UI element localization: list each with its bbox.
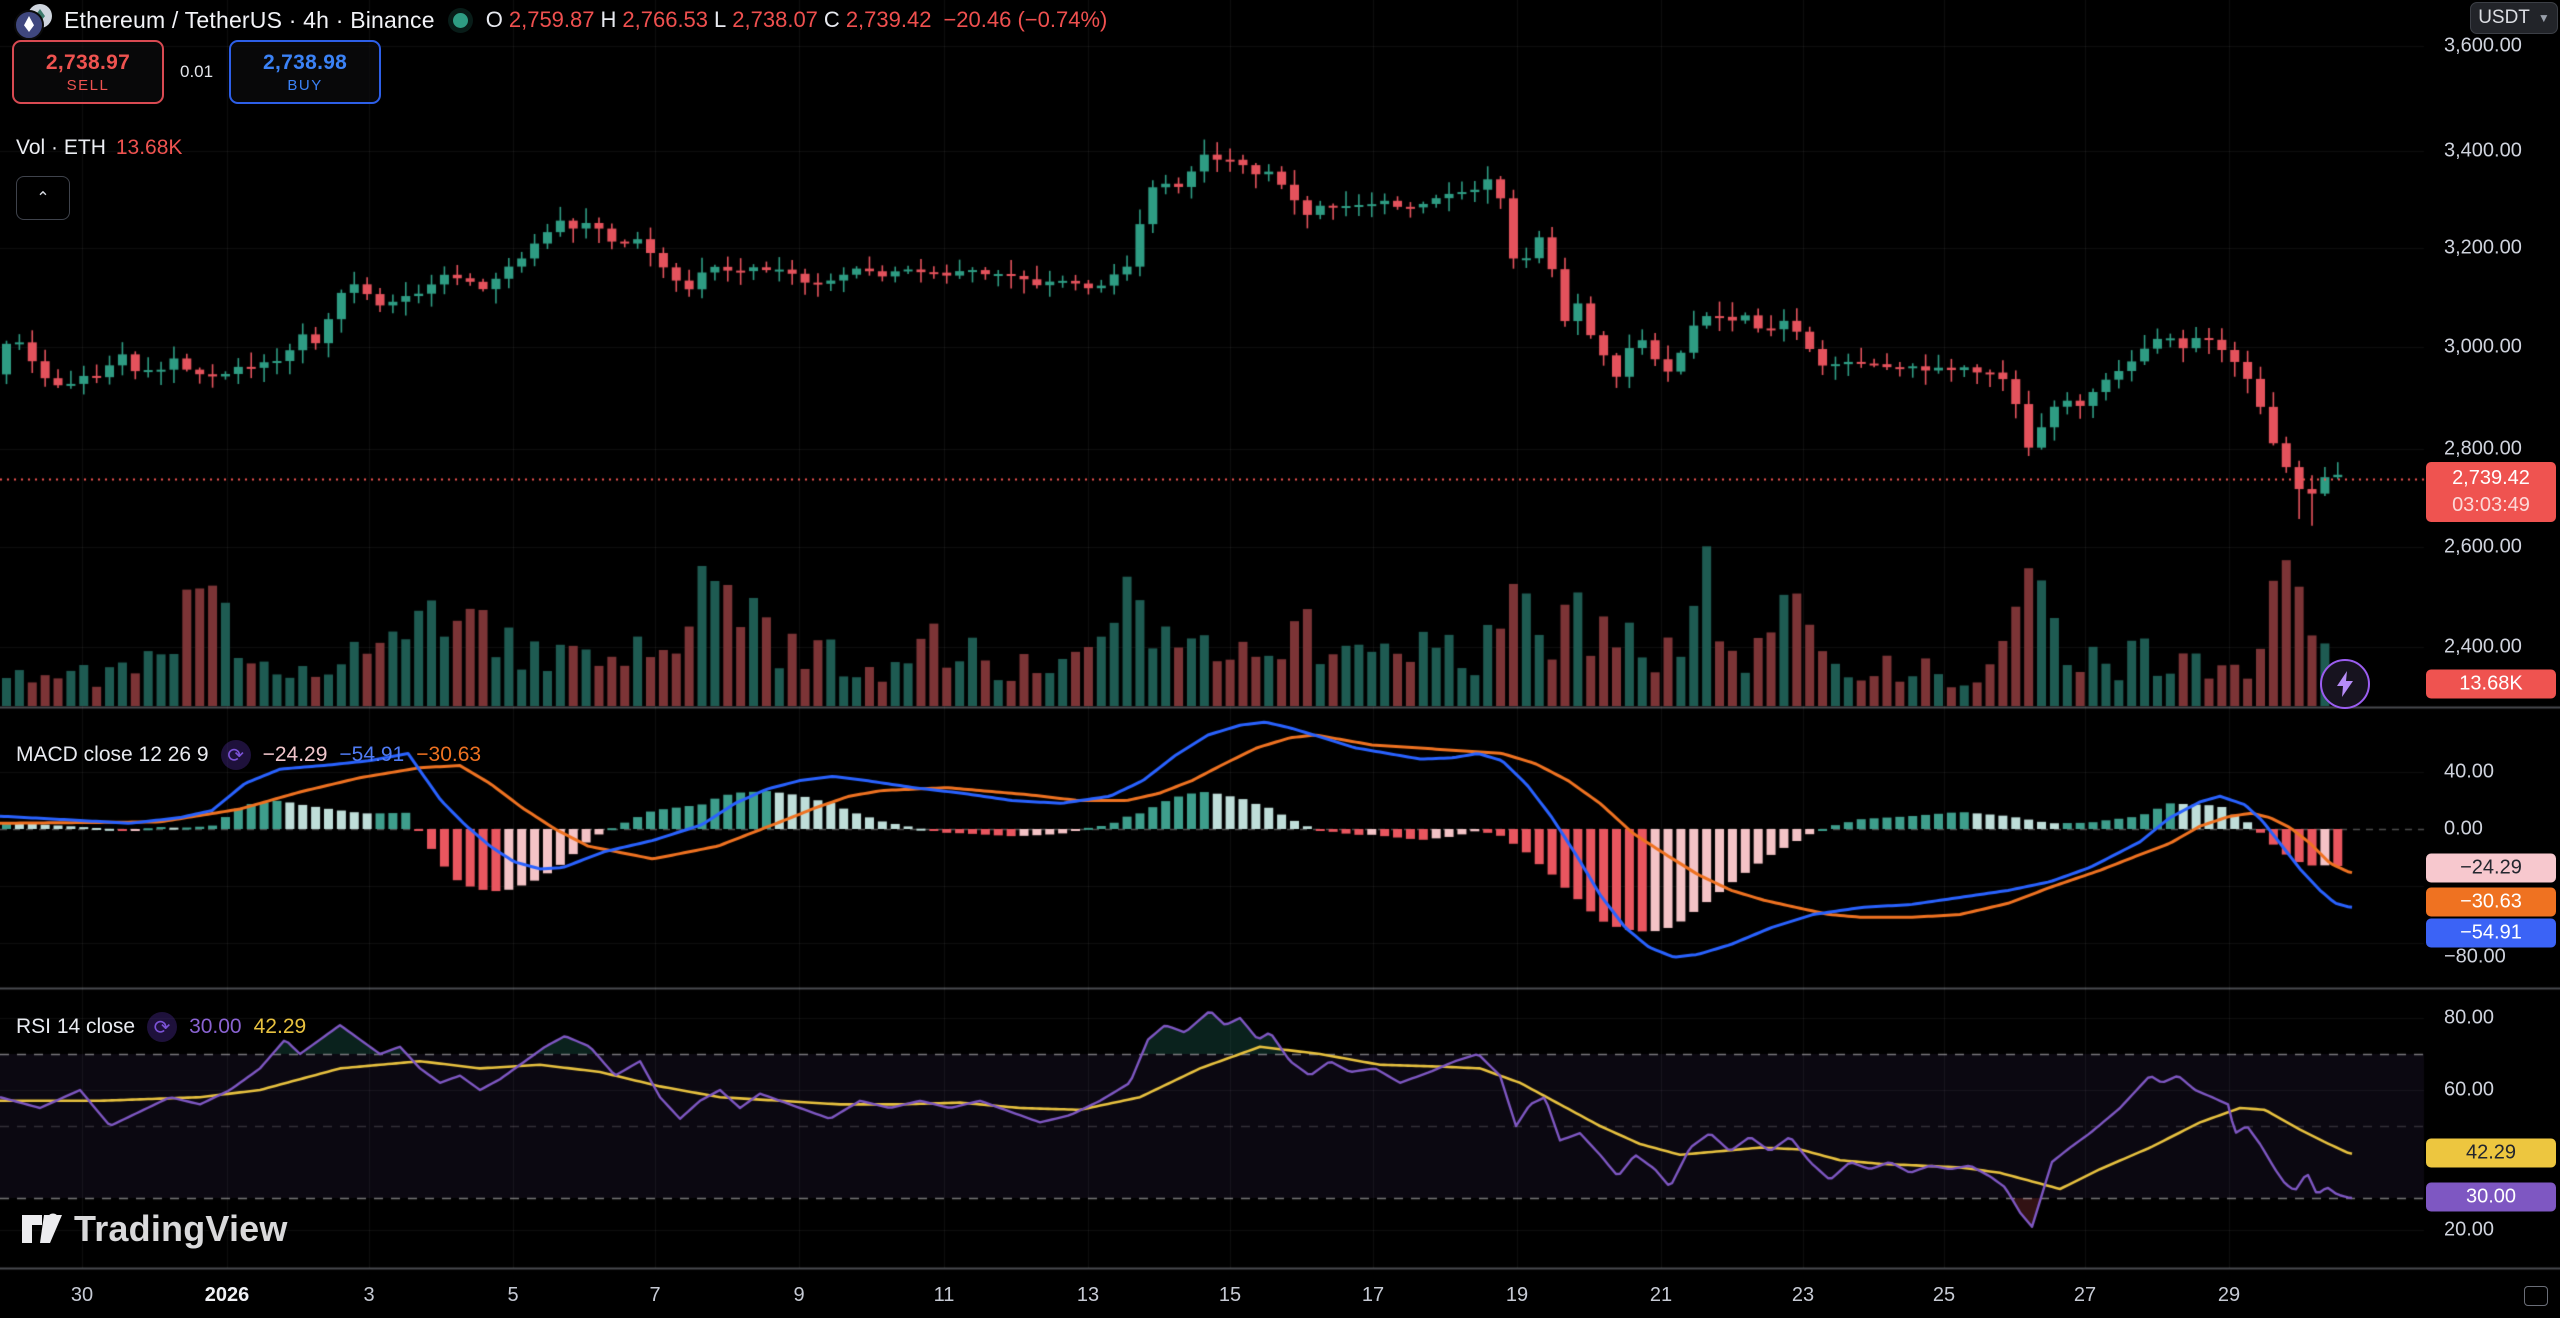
time-axis-label[interactable]: 2026: [204, 1284, 250, 1306]
macd-legend: MACD close 12 26 9 ⟳ −24.29 −54.91 −30.6…: [16, 740, 481, 770]
time-axis-label[interactable]: 27: [2073, 1284, 2097, 1306]
macd-line-chip: −54.91: [2426, 918, 2556, 948]
macd-hist-value: −24.29: [262, 743, 328, 766]
volume-value: 13.68K: [115, 136, 183, 159]
axis-label: 3,000.00: [2444, 335, 2522, 358]
buy-button[interactable]: 2,738.98 BUY: [229, 40, 382, 104]
last-price-value: 2,739.42: [2452, 467, 2530, 489]
volume-legend: Vol · ETH 13.68K: [16, 136, 182, 160]
axis-label: 3,200.00: [2444, 236, 2522, 259]
currency-label: USDT: [2478, 7, 2530, 28]
tradingview-logo-icon: [22, 1213, 62, 1243]
axis-label: 60.00: [2444, 1078, 2495, 1101]
volume-label: Vol · ETH: [16, 136, 106, 159]
market-open-dot-icon: [452, 12, 468, 28]
chevron-down-icon: ▼: [2537, 11, 2550, 25]
axis-label: 3,400.00: [2444, 139, 2522, 162]
time-axis-label[interactable]: 13: [1076, 1284, 1100, 1306]
axis-label: 2,800.00: [2444, 437, 2522, 460]
time-axis-label[interactable]: 29: [2217, 1284, 2241, 1306]
lightning-icon: [2337, 671, 2353, 697]
buy-label: BUY: [287, 76, 323, 94]
symbol-title[interactable]: Ethereum / TetherUS · 4h · Binance: [64, 6, 435, 33]
rsi-legend: RSI 14 close ⟳ 30.00 42.29: [16, 1012, 306, 1042]
time-axis-label[interactable]: 15: [1218, 1284, 1242, 1306]
macd-title[interactable]: MACD close 12 26 9: [16, 743, 209, 766]
sell-button[interactable]: 2,738.97 SELL: [12, 40, 164, 104]
rsi-ma-value: 42.29: [253, 1015, 307, 1038]
low-value: 2,738.07: [732, 7, 818, 32]
axis-label: 80.00: [2444, 1006, 2495, 1029]
time-axis-label[interactable]: 11: [933, 1284, 955, 1306]
time-axis-label[interactable]: 30: [70, 1284, 94, 1306]
close-value: 2,739.42: [845, 7, 932, 32]
rsi-title[interactable]: RSI 14 close: [16, 1015, 136, 1038]
sync-icon[interactable]: ⟳: [220, 740, 251, 770]
axis-label: 20.00: [2444, 1218, 2495, 1241]
change-value: −20.46 (−0.74%): [943, 7, 1108, 32]
tradingview-logo[interactable]: TradingView: [20, 1208, 288, 1250]
time-axis-label[interactable]: 17: [1361, 1284, 1385, 1306]
axis-label: 2,400.00: [2444, 635, 2522, 658]
time-axis-label[interactable]: 7: [649, 1284, 661, 1306]
time-axis-label[interactable]: 5: [507, 1284, 519, 1306]
chevron-up-icon: ⌃: [36, 190, 50, 207]
instant-trading-button[interactable]: [2320, 659, 2370, 709]
collapse-panel-button[interactable]: ⌃: [16, 176, 70, 220]
volume-chip: 13.68K: [2426, 669, 2556, 699]
tradingview-logo-text: TradingView: [74, 1208, 288, 1249]
rsi-line-chip: 30.00: [2426, 1182, 2556, 1212]
axis-label: 40.00: [2444, 760, 2495, 783]
time-axis-label[interactable]: 25: [1932, 1284, 1956, 1306]
axis-settings-icon[interactable]: [2524, 1286, 2548, 1306]
axis-label: 0.00: [2444, 817, 2483, 840]
sync-icon[interactable]: ⟳: [147, 1012, 178, 1042]
time-axis-label[interactable]: 19: [1505, 1284, 1529, 1306]
macd-signal-value: −30.63: [416, 743, 482, 766]
buy-price: 2,738.98: [263, 50, 348, 74]
currency-dropdown[interactable]: USDT ▼: [2470, 2, 2558, 34]
axis-label: 3,600.00: [2444, 34, 2522, 57]
trade-buttons: 2,738.97 SELL 0.01 2,738.98 BUY: [12, 40, 382, 104]
macd-line-value: −54.91: [339, 743, 405, 766]
pair-icon: [14, 4, 54, 40]
high-value: 2,766.53: [622, 7, 709, 32]
axis-label: 2,600.00: [2444, 535, 2522, 558]
countdown-value: 03:03:49: [2452, 494, 2530, 516]
ohlc-values: O 2,759.87 H 2,766.53 L 2,738.07 C 2,739.42 …: [485, 7, 1108, 32]
time-axis-label[interactable]: 3: [363, 1284, 375, 1306]
spread-value: 0.01: [180, 62, 214, 81]
rsi-line-value: 30.00: [189, 1015, 242, 1038]
sell-price: 2,738.97: [45, 50, 131, 74]
macd-hist-chip: −24.29: [2426, 853, 2556, 883]
time-axis-label[interactable]: 23: [1791, 1284, 1815, 1306]
last-price-chip: 2,739.42 03:03:49: [2426, 462, 2556, 522]
rsi-ma-chip: 42.29: [2426, 1138, 2556, 1168]
time-axis-label[interactable]: 21: [1649, 1284, 1673, 1306]
axis-label: −80.00: [2444, 945, 2506, 968]
time-axis-label[interactable]: 9: [793, 1284, 805, 1306]
sell-label: SELL: [66, 76, 110, 94]
open-value: 2,759.87: [508, 7, 595, 32]
symbol-header: Ethereum / TetherUS · 4h · Binance O 2,75…: [14, 4, 1108, 40]
macd-signal-chip: −30.63: [2426, 887, 2556, 917]
